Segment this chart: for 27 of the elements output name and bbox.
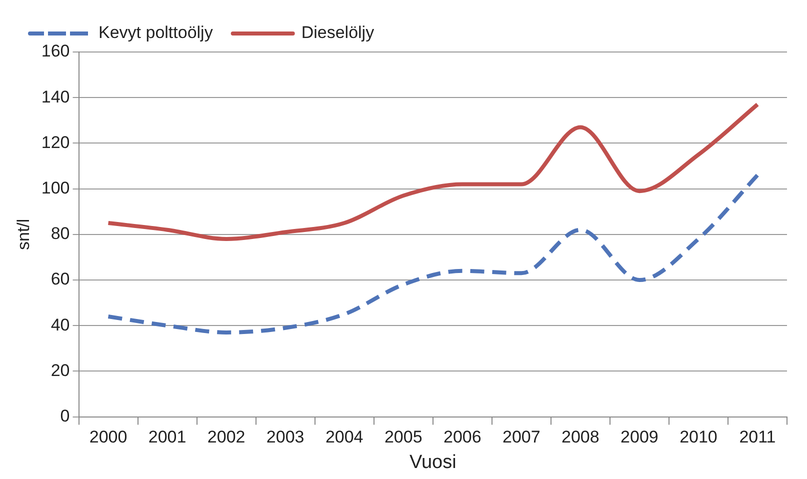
y-tick-label: 140 [41,87,70,106]
x-tick-label: 2004 [325,428,364,447]
x-tick-label: 2001 [148,428,186,447]
x-tick-label: 2003 [266,428,304,447]
x-axis-title: Vuosi [409,452,456,473]
x-tick-label: 2007 [502,428,540,447]
x-tick-label: 2005 [384,428,422,447]
line-series [106,102,760,241]
x-tick-label: 2008 [562,428,600,447]
y-tick-label: 160 [41,42,70,61]
line-series [106,173,760,334]
x-tick-label: 2006 [443,428,482,447]
y-tick-label: 40 [50,315,70,334]
y-axis-title: snt/l [14,218,33,250]
y-tick-label: 60 [50,270,70,289]
y-tick-label: 100 [41,178,70,198]
y-tick-label: 80 [50,224,70,244]
x-tick-label: 2009 [620,428,658,447]
y-tick-label: 0 [60,406,70,426]
y-tick-label: 20 [50,360,70,380]
y-tick-label: 120 [41,132,70,152]
legend-label: Dieselöljy [301,23,375,42]
x-tick-label: 2000 [89,428,128,447]
x-tick-label: 2002 [207,428,246,447]
legend-label: Kevyt polttoöljy [98,23,214,42]
x-tick-label: 2011 [739,428,776,447]
x-tick-label: 2010 [680,428,718,447]
